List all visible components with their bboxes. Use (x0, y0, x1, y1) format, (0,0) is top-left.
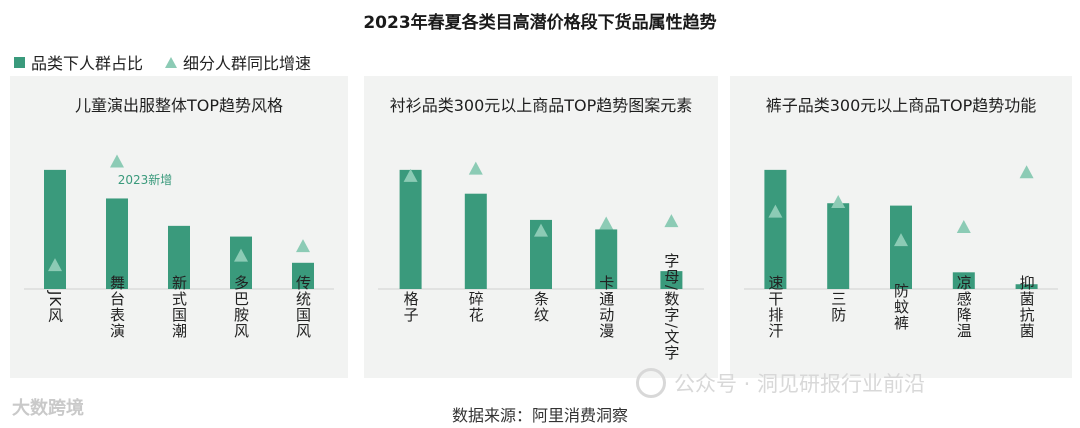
bar-legend-swatch (14, 56, 25, 68)
bar (399, 169, 422, 289)
category-label: JK风 (46, 290, 64, 323)
panel-title: 儿童演出服整体TOP趋势风格 (74, 96, 284, 115)
category-label: 条纹 (532, 291, 550, 323)
bar (530, 219, 552, 289)
growth-marker (768, 204, 783, 218)
category-label: 多巴胺风 (232, 275, 250, 339)
chart-svg: 格子 碎花 条纹 卡通动漫 字母/数字/文字 (378, 161, 704, 361)
bar (1015, 284, 1038, 289)
growth-marker (468, 161, 483, 175)
panel-costume-styles: 儿童演出服整体TOP趋势风格 JK风 舞台表演 新式国潮 多巴胺风 传统国风 2023新增 (10, 76, 348, 378)
category-label: 卡通动漫 (597, 275, 615, 339)
bar (660, 271, 683, 289)
bar-legend-label: 品类下人群占比 (31, 54, 144, 73)
marker-legend-label: 细分人群同比增速 (183, 54, 312, 73)
growth-marker (599, 216, 614, 230)
category-label: 碎花 (467, 291, 485, 323)
bar (230, 236, 252, 289)
watermark-right-text: 公众号 · 洞见研报行业前沿 (674, 372, 926, 396)
bar (292, 262, 314, 289)
marker-legend-swatch (165, 56, 178, 68)
bar (106, 198, 128, 289)
panel-pants-functions: 裤子品类300元以上商品TOP趋势功能 速干排汗 三防 防蚊裤 凉感降温 抑菌抗菌 (730, 76, 1072, 378)
growth-marker (831, 195, 846, 209)
category-label: 格子 (402, 291, 420, 323)
category-label: 传统国风 (294, 275, 312, 339)
category-label: 新式国潮 (170, 275, 188, 339)
bar (827, 203, 850, 289)
category-label: 舞台表演 (108, 275, 126, 339)
annotation-label: 2023新增 (118, 172, 173, 187)
wechat-icon (636, 368, 666, 398)
legend: 品类下人群占比 细分人群同比增速 (14, 50, 311, 74)
category-label: 字母/数字/文字 (662, 253, 680, 361)
source-note: 数据来源：阿里消费洞察 (451, 406, 628, 425)
category-label: 三防 (829, 291, 847, 323)
growth-marker (110, 154, 124, 168)
panel-title: 衬衫品类300元以上商品TOP趋势图案元素 (389, 96, 693, 115)
growth-marker (234, 248, 248, 262)
bar (890, 205, 912, 289)
growth-marker (534, 223, 548, 237)
bar (44, 169, 66, 289)
growth-marker (664, 214, 679, 228)
chart-title: 2023年春夏各类目高潜价格段下货品属性趋势 (363, 13, 717, 33)
growth-marker (296, 239, 310, 253)
bar (168, 225, 190, 289)
panel-title: 裤子品类300元以上商品TOP趋势功能 (765, 96, 1037, 115)
growth-marker (403, 168, 418, 182)
bar (464, 193, 487, 289)
growth-marker (894, 233, 908, 247)
growth-marker (1019, 165, 1034, 179)
panel-shirt-patterns: 衬衫品类300元以上商品TOP趋势图案元素 格子 碎花 条纹 卡通动漫 字母/数字/文字 (364, 76, 718, 378)
chart-svg: 速干排汗 三防 防蚊裤 凉感降温 抑菌抗菌 (744, 165, 1058, 339)
bar (595, 229, 618, 289)
bar (952, 272, 975, 289)
bar (764, 169, 787, 289)
growth-marker (956, 220, 971, 234)
category-label: 防蚊裤 (892, 283, 910, 331)
chart-svg: JK风 舞台表演 新式国潮 多巴胺风 传统国风 2023新增 (24, 154, 334, 339)
category-label: 速干排汗 (766, 275, 784, 339)
watermark-left: 大数跨境 (12, 398, 84, 419)
category-label: 凉感降温 (955, 275, 973, 339)
growth-marker (48, 258, 62, 272)
watermark-right: 公众号 · 洞见研报行业前沿 (636, 368, 925, 398)
category-label: 抑菌抗菌 (1018, 275, 1036, 339)
